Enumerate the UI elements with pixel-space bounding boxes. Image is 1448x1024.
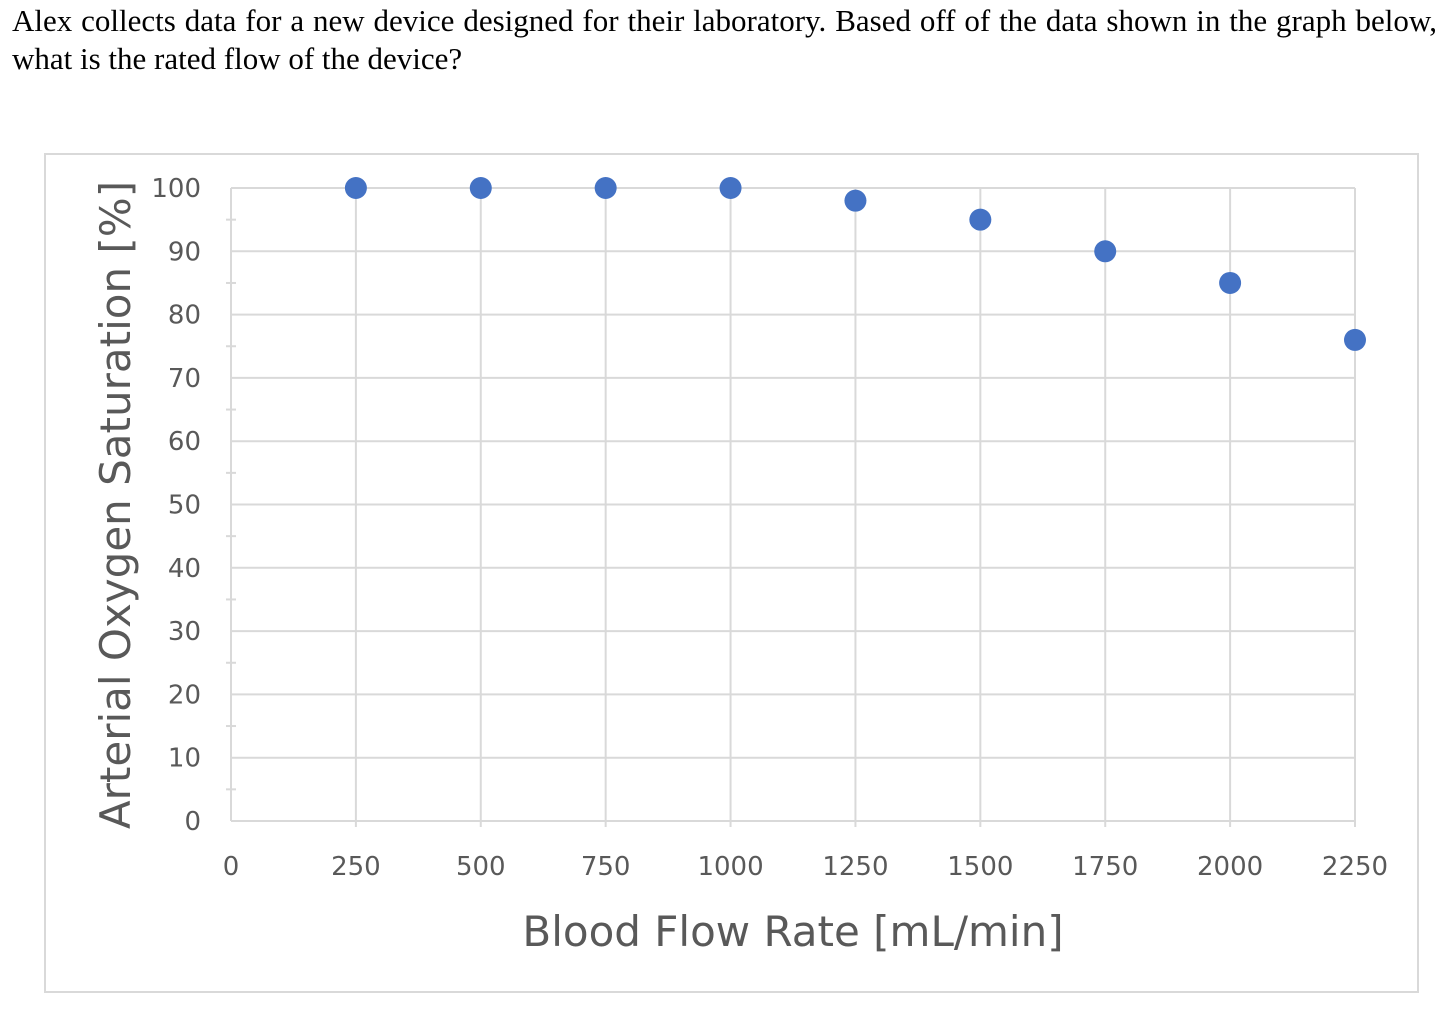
grid-lines [231, 187, 1356, 827]
x-tick-label: 500 [456, 852, 506, 882]
y-tick-label: 10 [168, 744, 201, 774]
x-tick-label: 2250 [1322, 852, 1388, 882]
y-tick-label: 60 [168, 427, 201, 457]
data-point [1219, 271, 1242, 294]
y-tick-label: 100 [151, 174, 201, 204]
y-tick-label: 40 [168, 554, 201, 584]
data-point [969, 208, 992, 231]
y-tick-label: 80 [168, 301, 201, 331]
data-points [344, 177, 1366, 351]
data-point [844, 189, 867, 212]
y-tick-label: 30 [168, 617, 201, 647]
data-point [719, 177, 742, 199]
x-tick-label: 2000 [1197, 852, 1263, 882]
y-tick-label: 20 [168, 680, 201, 710]
x-tick-label: 0 [223, 852, 240, 882]
data-point [594, 177, 617, 199]
y-tick-label: 0 [184, 807, 201, 837]
data-point [469, 177, 492, 199]
x-tick-label: 1500 [947, 852, 1013, 882]
y-tick-label: 90 [168, 237, 201, 267]
y-axis-title: Arterial Oxygen Saturation [%] [91, 181, 140, 829]
x-tick-label: 1000 [697, 852, 763, 882]
x-tick-label: 1250 [822, 852, 888, 882]
x-tick-label: 1750 [1072, 852, 1138, 882]
data-point [344, 177, 367, 199]
data-point [1344, 328, 1366, 351]
x-axis-title: Blood Flow Rate [mL/min] [522, 907, 1063, 956]
x-tick-label: 750 [581, 852, 631, 882]
y-tick-label: 50 [168, 491, 201, 521]
axes [226, 188, 1355, 822]
question-text: Alex collects data for a new device desi… [12, 3, 1437, 76]
data-point [1094, 240, 1117, 263]
x-tick-label: 250 [331, 852, 381, 882]
y-tick-label: 70 [168, 364, 201, 394]
